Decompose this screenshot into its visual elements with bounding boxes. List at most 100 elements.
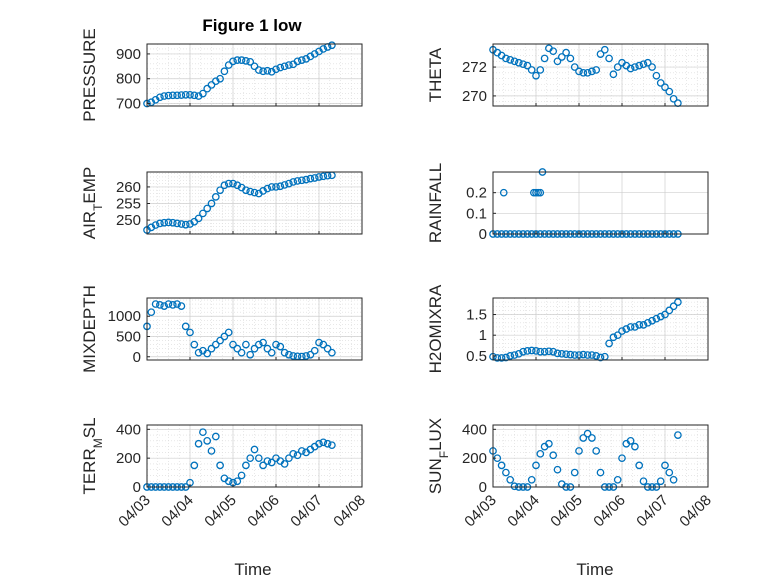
data-point	[186, 90, 194, 99]
data-point	[618, 327, 626, 335]
data-point	[328, 348, 336, 357]
data-point	[557, 349, 566, 358]
y-tick-label: 270	[462, 88, 487, 105]
data-point	[272, 183, 280, 191]
data-point	[306, 350, 315, 359]
data-point	[502, 353, 510, 362]
subplot-pressure: 700 800 900 PRESSURE	[80, 28, 363, 122]
data-point	[246, 187, 255, 196]
y-axis-label: AIRTEMP	[80, 167, 105, 240]
data-point	[246, 454, 255, 463]
data-point	[674, 298, 682, 306]
data-point	[267, 183, 276, 191]
data-point	[156, 93, 164, 102]
data-series	[143, 300, 336, 361]
data-point	[588, 434, 596, 442]
data-point	[285, 61, 293, 69]
data-point	[237, 471, 246, 480]
data-point	[669, 475, 678, 484]
data-point	[545, 347, 553, 356]
data-point	[656, 79, 665, 87]
data-point	[151, 300, 160, 308]
data-point	[220, 67, 229, 76]
data-point	[250, 62, 259, 71]
x-tick-label: 04/08	[676, 492, 715, 531]
data-point	[605, 339, 613, 348]
data-point	[297, 447, 306, 455]
data-point	[263, 66, 272, 75]
subplot-terr_msl: 0 200 400 04/03 04/04 04/05 04/06 04/07 04/08 TER…	[80, 417, 369, 530]
data-point	[173, 219, 181, 228]
subplot-rainfall: 0 0.1 0.2 RAINFALL	[426, 163, 709, 243]
data-point	[302, 352, 310, 360]
data-point	[588, 67, 596, 76]
x-axis-label-left: Time	[234, 560, 271, 579]
data-point	[536, 347, 545, 356]
data-point	[160, 218, 169, 227]
data-point	[207, 344, 216, 353]
figure-title: Figure 1 low	[202, 16, 302, 35]
data-point	[310, 346, 319, 355]
x-axis-label-right: Time	[576, 560, 613, 579]
data-point	[164, 218, 173, 227]
data-point	[242, 461, 250, 470]
data-point	[553, 57, 562, 66]
y-tick-label: 900	[116, 46, 141, 63]
subplot-h2omixra: 0.5 1 1.5 H2OMIXRA	[426, 284, 709, 373]
data-point	[203, 349, 212, 358]
data-point	[510, 482, 519, 491]
data-point	[216, 74, 224, 83]
data-point	[297, 176, 306, 185]
data-point	[293, 57, 302, 66]
y-axis-label: MIXDEPTH	[80, 285, 99, 373]
data-point	[250, 344, 259, 353]
data-point	[203, 84, 212, 93]
data-point	[596, 50, 605, 58]
data-point	[267, 458, 276, 467]
data-point	[588, 351, 596, 359]
data-point	[635, 461, 644, 470]
data-point	[233, 344, 242, 353]
y-tick-label: 0	[479, 479, 487, 496]
data-point	[674, 431, 682, 439]
data-point	[635, 61, 644, 70]
data-point	[502, 54, 510, 63]
data-point	[510, 57, 519, 66]
x-tick-label: 04/07	[633, 492, 672, 531]
data-point	[194, 348, 203, 357]
data-point	[272, 65, 280, 74]
y-tick-label: 400	[116, 421, 141, 438]
data-point	[523, 61, 532, 70]
data-point	[499, 188, 508, 197]
data-point	[186, 328, 194, 337]
data-point	[579, 68, 588, 77]
data-point	[557, 53, 566, 61]
data-point	[233, 477, 242, 486]
data-point	[600, 45, 609, 54]
data-point	[562, 350, 570, 359]
data-point	[540, 347, 549, 356]
data-point	[545, 439, 553, 448]
data-point	[592, 66, 601, 74]
data-point	[156, 301, 164, 309]
axes-box	[146, 424, 363, 488]
data-point	[293, 451, 302, 460]
data-point	[199, 428, 207, 437]
data-point	[246, 350, 255, 359]
y-tick-label: 200	[462, 450, 487, 467]
data-point	[194, 439, 203, 448]
data-point	[186, 220, 194, 228]
data-point	[562, 48, 570, 57]
data-point	[661, 310, 669, 319]
data-point	[147, 223, 156, 232]
data-point	[242, 57, 250, 65]
data-point	[579, 434, 588, 442]
data-point	[566, 350, 575, 359]
x-tick-label: 04/03	[461, 492, 500, 531]
data-point	[199, 89, 207, 98]
data-point	[246, 58, 255, 66]
data-point	[613, 475, 622, 484]
data-point	[229, 340, 237, 349]
data-point	[570, 351, 579, 359]
data-point	[519, 347, 527, 356]
